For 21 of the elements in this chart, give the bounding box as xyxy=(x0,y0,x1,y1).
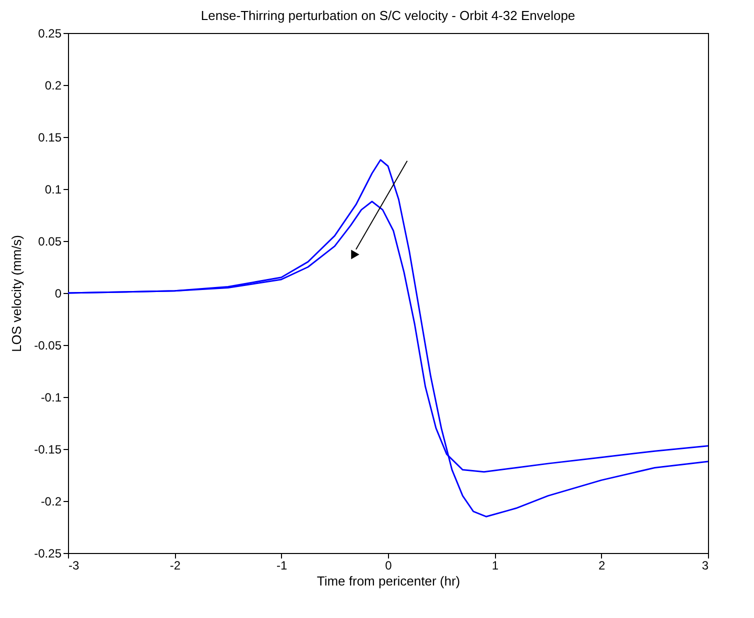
y-tick-label: 0.15 xyxy=(38,130,62,144)
chart-title: Lense-Thirring perturbation on S/C velocity - Orbit 4-32 Envelope xyxy=(200,8,576,23)
x-tick-label: 1 xyxy=(492,558,499,572)
x-tick-label: 0 xyxy=(385,558,392,572)
y-tick-label: 0.1 xyxy=(44,182,62,196)
y-tick-label: 0.25 xyxy=(38,26,62,40)
y-tick-label: 0.2 xyxy=(44,78,62,92)
x-tick-label: -2 xyxy=(170,558,181,572)
x-axis-title: Time from pericenter (hr) xyxy=(316,574,460,588)
y-tick-label: 0 xyxy=(54,286,62,300)
x-tick-label: 3 xyxy=(702,558,709,572)
y-tick-label: -0.25 xyxy=(34,546,62,560)
y-tick-label: -0.05 xyxy=(34,338,62,352)
y-tick-label: -0.15 xyxy=(34,442,62,456)
y-tick-label: -0.2 xyxy=(40,494,62,508)
x-tick-label: -3 xyxy=(68,558,80,572)
y-axis-title: LOS velocity (mm/s) xyxy=(9,234,24,352)
y-tick-label: 0.05 xyxy=(38,234,62,248)
x-tick-label: -1 xyxy=(276,558,288,572)
y-tick-label: -0.1 xyxy=(40,390,62,404)
x-tick-label: 2 xyxy=(598,558,606,572)
